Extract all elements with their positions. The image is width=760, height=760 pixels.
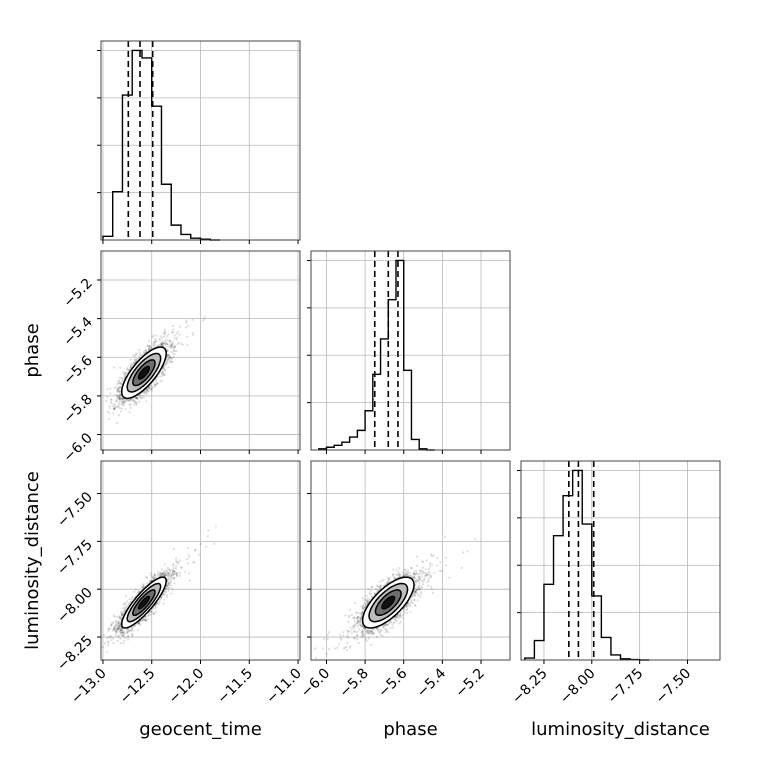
scatter-geocent_time-phase-y-tick-label: −6.0 — [60, 430, 95, 465]
grid — [311, 251, 510, 450]
axes-frame — [310, 250, 511, 451]
scatter-geocent_time-luminosity_distance-x-tick-label: −13.0 — [68, 666, 110, 708]
contour-level — [381, 595, 396, 610]
scatter-geocent_time-luminosity_distance-x-tick-label: −12.0 — [166, 666, 208, 708]
scatter-geocent_time-luminosity_distance-y-tick-label: −8.25 — [54, 633, 96, 675]
scatter-phase-luminosity_distance-x-tick-label: −5.2 — [452, 666, 487, 701]
grid — [101, 461, 300, 660]
grid — [101, 251, 300, 450]
scatter-phase-luminosity_distance-x-tick-label: −6.0 — [298, 666, 333, 701]
histogram-geocent_time — [102, 49, 221, 241]
scatter-geocent_time-luminosity_distance-y-tick-label: −7.50 — [54, 489, 96, 531]
x-axis-label-geocent_time: geocent_time — [139, 719, 262, 740]
grid — [311, 461, 510, 660]
scatter-phase-luminosity_distance-x-tick-label: −5.6 — [375, 665, 410, 700]
scatter-panel-geocent_time-luminosity_distance — [100, 460, 301, 661]
x-axis-label-phase: phase — [383, 719, 437, 740]
contour-level — [137, 595, 151, 610]
y-axis-label-luminosity_distance: luminosity_distance — [22, 471, 43, 650]
y-axis-label-phase: phase — [22, 323, 43, 377]
hist-luminosity_distance-x-tick-label: −8.00 — [557, 666, 599, 708]
histogram-luminosity_distance — [524, 469, 650, 661]
scatter-phase-luminosity_distance-x-tick-label: −5.8 — [337, 666, 372, 701]
hist-luminosity_distance-x-tick-label: −7.75 — [605, 666, 647, 708]
grid — [521, 461, 720, 660]
scatter-geocent_time-luminosity_distance-x-tick-label: −11.0 — [263, 666, 305, 708]
scatter-panel-geocent_time-phase — [100, 250, 301, 451]
histogram-phase — [318, 259, 435, 451]
scatter-geocent_time-luminosity_distance-x-tick-label: −12.5 — [117, 666, 159, 708]
histogram-panel-geocent_time — [97, 40, 301, 241]
axes-frame — [310, 460, 511, 661]
grid — [101, 41, 300, 240]
scatter-phase-luminosity_distance-x-tick-label: −5.4 — [414, 665, 449, 700]
scatter-geocent_time-phase-y-tick-label: −5.8 — [60, 391, 95, 426]
hist-luminosity_distance-x-tick-label: −7.50 — [653, 666, 695, 708]
scatter-panel-phase-luminosity_distance — [310, 460, 511, 661]
x-axis-label-luminosity_distance: luminosity_distance — [531, 719, 710, 740]
axes-frame — [520, 460, 721, 661]
hist-luminosity_distance-x-tick-label: −8.25 — [509, 666, 551, 708]
histogram-panel-phase — [307, 250, 511, 451]
scatter-geocent_time-phase-y-tick-label: −5.6 — [60, 353, 95, 388]
scatter-geocent_time-luminosity_distance-y-tick-label: −8.00 — [54, 585, 96, 627]
scatter-geocent_time-phase-y-tick-label: −5.2 — [60, 275, 95, 310]
scatter-geocent_time-luminosity_distance-y-tick-label: −7.75 — [54, 537, 96, 579]
scatter-geocent_time-luminosity_distance-x-tick-label: −11.5 — [214, 666, 256, 708]
contour-level — [137, 365, 151, 380]
histogram-panel-luminosity_distance — [517, 460, 721, 661]
scatter-geocent_time-phase-y-tick-label: −5.4 — [60, 314, 95, 349]
